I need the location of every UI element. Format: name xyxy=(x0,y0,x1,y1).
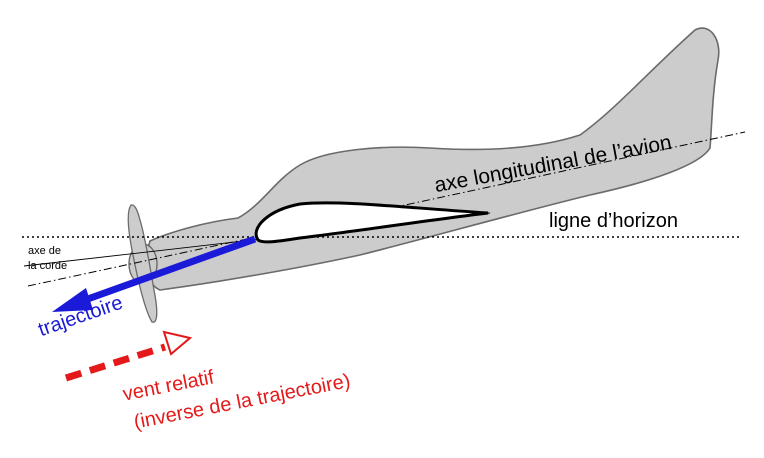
wing-airfoil xyxy=(254,201,489,244)
relative-wind-arrowhead xyxy=(162,330,193,356)
propeller xyxy=(127,204,158,323)
relative-wind-arrow-shaft xyxy=(64,343,167,382)
trajectory-arrow-shaft xyxy=(83,235,257,304)
chord-axis-label-line1: axe de xyxy=(28,245,62,257)
horizon-label: ligne d’horizon xyxy=(549,210,678,232)
longitudinal-axis-line xyxy=(27,131,746,287)
chord-axis-label-line2: la corde xyxy=(28,260,68,272)
trajectory-arrowhead xyxy=(52,288,93,312)
